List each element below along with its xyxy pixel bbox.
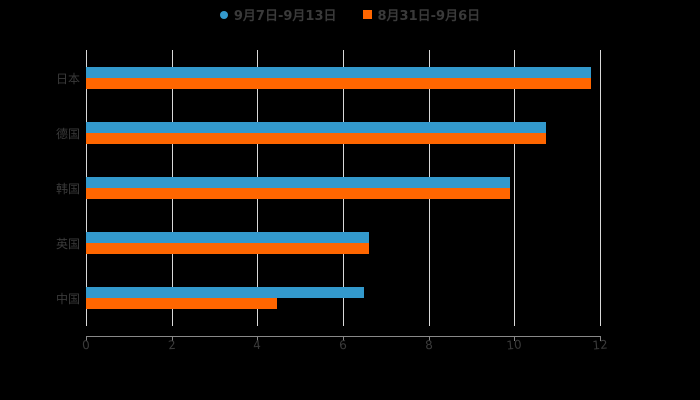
bar[interactable] bbox=[86, 177, 511, 188]
x-axis bbox=[86, 336, 600, 337]
axis-tick bbox=[428, 336, 430, 341]
legend-label: 8月31日-9月6日 bbox=[377, 9, 481, 24]
legend-label: 9月7日-9月13日 bbox=[233, 9, 337, 24]
bar[interactable] bbox=[86, 67, 592, 78]
x-tick-label: 4 bbox=[252, 337, 262, 353]
x-tick-label: 12 bbox=[591, 337, 609, 353]
legend-item-series-1[interactable]: 9月7日-9月13日 bbox=[219, 5, 337, 24]
square-marker-icon bbox=[362, 10, 372, 19]
bar[interactable] bbox=[86, 188, 511, 199]
category-label: 韩国 bbox=[55, 182, 80, 196]
gridline bbox=[514, 50, 516, 326]
bar[interactable] bbox=[86, 133, 547, 144]
x-tick-label: 2 bbox=[167, 337, 177, 353]
circle-marker-icon bbox=[219, 10, 228, 19]
x-tick-label: 0 bbox=[81, 337, 91, 353]
axis-tick bbox=[86, 336, 87, 341]
axis-tick bbox=[600, 336, 601, 341]
bar[interactable] bbox=[86, 78, 592, 89]
bar[interactable] bbox=[86, 122, 547, 133]
category-label: 中国 bbox=[55, 292, 80, 306]
x-tick-label: 8 bbox=[424, 337, 434, 353]
bar[interactable] bbox=[86, 298, 277, 309]
legend: 9月7日-9月13日 8月31日-9月6日 bbox=[0, 5, 700, 24]
axis-tick bbox=[257, 336, 259, 341]
axis-tick bbox=[171, 336, 173, 341]
axis-tick bbox=[343, 336, 344, 341]
axis-tick bbox=[514, 336, 516, 341]
bar[interactable] bbox=[86, 287, 365, 298]
x-tick-label: 10 bbox=[506, 337, 523, 353]
category-label: 日本 bbox=[55, 72, 80, 86]
gridline bbox=[600, 50, 601, 326]
legend-item-series-2[interactable]: 8月31日-9月6日 bbox=[362, 5, 481, 24]
bar[interactable] bbox=[86, 243, 369, 254]
category-label: 德国 bbox=[55, 127, 80, 141]
x-tick-label: 6 bbox=[338, 337, 348, 353]
category-label: 英国 bbox=[55, 237, 80, 251]
bar[interactable] bbox=[86, 232, 369, 243]
